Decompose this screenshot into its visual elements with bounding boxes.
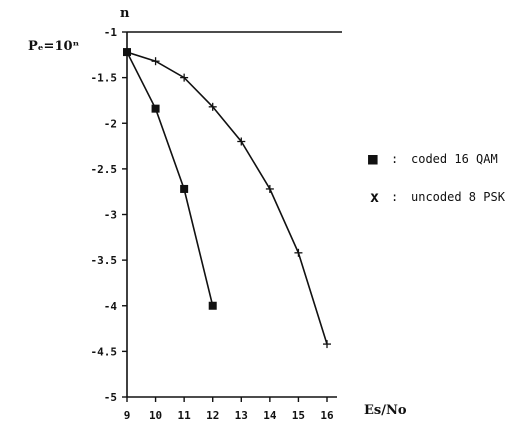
- y-tick-label: -4: [104, 300, 118, 313]
- x-ticks: 9 10 11 12 13 14 15 16: [124, 397, 334, 422]
- legend-separator: :: [391, 152, 398, 166]
- y-axis-title: n: [120, 6, 130, 21]
- y-tick-label: -4.5: [91, 345, 118, 358]
- legend-separator: :: [391, 190, 398, 204]
- y-tick-label: -2: [104, 117, 117, 130]
- data-point-cross: [265, 184, 274, 193]
- x-tick-label: 13: [235, 409, 248, 422]
- x-tick-label: 10: [149, 409, 162, 422]
- legend-symbol-cross: x: [370, 188, 379, 206]
- data-point-cross: [180, 73, 189, 82]
- series-line: [126, 51, 214, 306]
- y-tick-label: -1.5: [91, 72, 118, 85]
- series-coded-16-qam: [123, 48, 217, 310]
- y-tick-label: -3: [104, 209, 117, 222]
- data-point-cross: [237, 137, 246, 146]
- data-point-square: [151, 104, 160, 113]
- series-layer: [123, 48, 331, 349]
- legend-entry-coded-16-qam: ■ : coded 16 QAM: [368, 149, 498, 168]
- data-point-cross: [123, 48, 131, 57]
- data-point-cross: [208, 102, 217, 111]
- y-tick-label: -1: [104, 26, 118, 39]
- series-line: [126, 51, 328, 345]
- legend-label-coded-16-qam: coded 16 QAM: [411, 152, 498, 166]
- data-point-square: [208, 301, 217, 310]
- x-tick-label: 9: [124, 409, 131, 422]
- data-point-cross: [294, 248, 303, 257]
- legend-label-uncoded-8-psk: uncoded 8 PSK: [411, 190, 506, 204]
- axes: [126, 31, 342, 398]
- legend-entry-uncoded-8-psk: x : uncoded 8 PSK: [370, 188, 506, 206]
- y-ticks: -1 -1.5 -2 -2.5 -3 -3.5 -4 -4.5 -5: [91, 26, 127, 404]
- data-point-cross: [323, 340, 331, 349]
- x-axis-title: Es/No: [364, 403, 407, 418]
- corner-label: Pₑ=10ⁿ: [28, 39, 80, 54]
- x-tick-label: 12: [206, 409, 219, 422]
- x-tick-label: 16: [320, 409, 334, 422]
- data-point-cross: [151, 57, 160, 66]
- data-point-square: [180, 184, 189, 193]
- legend: ■ : coded 16 QAM x : uncoded 8 PSK: [368, 149, 506, 206]
- y-tick-label: -5: [104, 391, 117, 404]
- x-tick-label: 15: [292, 409, 305, 422]
- y-tick-label: -3.5: [91, 254, 118, 267]
- x-tick-label: 14: [263, 409, 277, 422]
- x-tick-label: 11: [178, 409, 192, 422]
- legend-symbol-square: ■: [368, 149, 378, 168]
- series-uncoded-8-psk: [123, 48, 331, 349]
- y-tick-label: -2.5: [91, 163, 118, 176]
